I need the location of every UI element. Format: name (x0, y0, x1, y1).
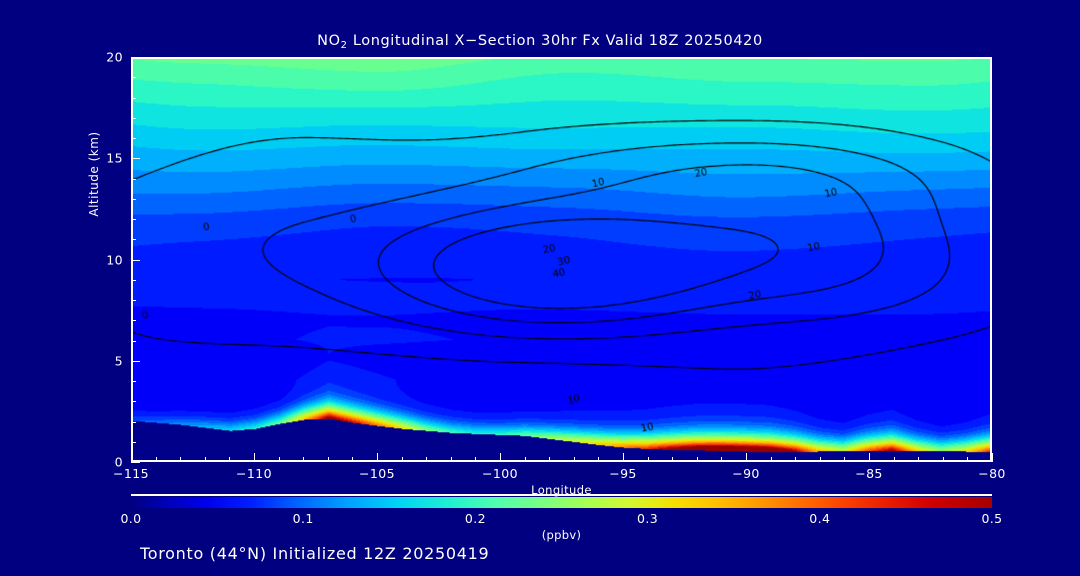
y-axis-minor-tick (131, 340, 136, 342)
x-axis-minor-tick (278, 457, 280, 462)
y-axis-major-tick (131, 158, 140, 160)
x-axis-minor-tick (327, 457, 329, 462)
x-axis-tick-label: −85 (855, 466, 883, 481)
colorbar-tick-label: 0.3 (637, 511, 659, 526)
x-axis-minor-tick (303, 457, 305, 462)
y-axis-minor-tick (131, 401, 136, 403)
x-axis-minor-tick (672, 457, 674, 462)
x-axis-minor-tick (401, 457, 403, 462)
x-axis-tick-label: −110 (236, 466, 272, 481)
x-axis-major-tick (746, 453, 747, 462)
y-axis-tick-label: 20 (106, 49, 123, 65)
x-axis-minor-tick (352, 457, 354, 462)
x-axis-minor-tick (893, 457, 895, 462)
x-axis-minor-tick (475, 457, 477, 462)
y-axis-minor-tick (131, 320, 136, 322)
y-axis-major-tick (131, 462, 140, 463)
x-axis-major-tick (254, 453, 255, 462)
x-axis-minor-tick (696, 457, 698, 462)
x-axis-tick-label: −105 (359, 466, 395, 481)
x-axis-minor-tick (844, 457, 846, 462)
y-axis-minor-tick (131, 441, 136, 443)
y-axis-major-tick (131, 360, 140, 362)
y-axis-tick-label: 10 (106, 252, 123, 267)
footer-caption: Toronto (44°N) Initialized 12Z 20250419 (140, 544, 490, 563)
x-axis-minor-tick (549, 457, 551, 462)
y-axis-minor-tick (131, 279, 136, 281)
x-axis-minor-tick (819, 457, 821, 462)
colorbar-tick-label: 0.5 (981, 511, 1003, 526)
x-axis-minor-tick (598, 457, 600, 462)
title-rest: Longitudinal X−Section 30hr Fx Valid 18Z… (347, 33, 763, 49)
colorbar-top-rule (131, 494, 992, 496)
x-axis-minor-tick (942, 457, 944, 462)
x-axis-major-tick (377, 453, 378, 462)
y-axis-minor-tick (131, 198, 136, 200)
x-axis-minor-tick (721, 457, 723, 462)
x-axis-major-tick (992, 453, 993, 462)
x-axis-major-tick (869, 453, 870, 462)
y-axis-minor-tick (131, 97, 136, 99)
x-axis-major-tick (131, 453, 132, 462)
x-axis-tick-label: −80 (978, 466, 1006, 481)
x-axis-minor-tick (770, 457, 772, 462)
colorbar-tick-label: 0.1 (292, 511, 314, 526)
x-axis-tick-label: −90 (732, 466, 760, 481)
x-axis-tick-label: −115 (113, 466, 149, 481)
x-axis-minor-tick (795, 457, 797, 462)
y-axis-minor-tick (131, 300, 136, 301)
y-axis-major-tick (131, 57, 140, 58)
x-axis-minor-tick (450, 457, 452, 462)
y-axis-minor-tick (131, 178, 136, 180)
y-axis-minor-tick (131, 381, 136, 382)
colorbar-tick-label: 0.0 (120, 511, 142, 526)
y-axis-minor-tick (131, 117, 136, 119)
x-axis-minor-tick (204, 457, 206, 462)
x-axis-major-tick (623, 453, 624, 462)
y-axis-minor-tick (131, 239, 136, 241)
y-axis-tick-label: 0 (114, 454, 123, 470)
title-subscript: 2 (340, 40, 348, 51)
x-axis-minor-tick (573, 457, 575, 462)
x-axis-minor-tick (918, 457, 920, 462)
y-axis-tick-label: 5 (114, 353, 123, 369)
x-axis-minor-tick (180, 457, 182, 462)
x-axis-minor-tick (647, 457, 649, 462)
y-axis-tick-label: 15 (106, 150, 123, 166)
y-axis-minor-tick (131, 77, 136, 79)
y-axis-minor-tick (131, 219, 136, 220)
plot-canvas (133, 59, 990, 460)
colorbar (131, 497, 992, 508)
title-species: NO (317, 33, 341, 49)
x-axis-tick-label: −95 (609, 466, 637, 481)
x-axis-minor-tick (426, 457, 428, 462)
colorbar-tick-label: 0.2 (464, 511, 486, 526)
colorbar-tick-label: 0.4 (809, 511, 831, 526)
x-axis-minor-tick (524, 457, 526, 462)
y-axis-minor-tick (131, 421, 136, 423)
x-axis-minor-tick (967, 457, 969, 462)
cross-section-plot (131, 57, 992, 462)
x-axis-tick-label: −100 (482, 466, 518, 481)
y-axis-major-tick (131, 259, 140, 261)
y-axis-minor-tick (131, 138, 136, 139)
y-axis-title: Altitude (km) (87, 131, 101, 217)
x-axis-minor-tick (229, 457, 231, 462)
x-axis-major-tick (500, 453, 501, 462)
colorbar-unit-label: (ppbv) (541, 528, 582, 542)
x-axis-minor-tick (155, 457, 157, 462)
x-axis-title: Longitude (531, 483, 592, 497)
page-title: NO2 Longitudinal X−Section 30hr Fx Valid… (0, 33, 1080, 51)
